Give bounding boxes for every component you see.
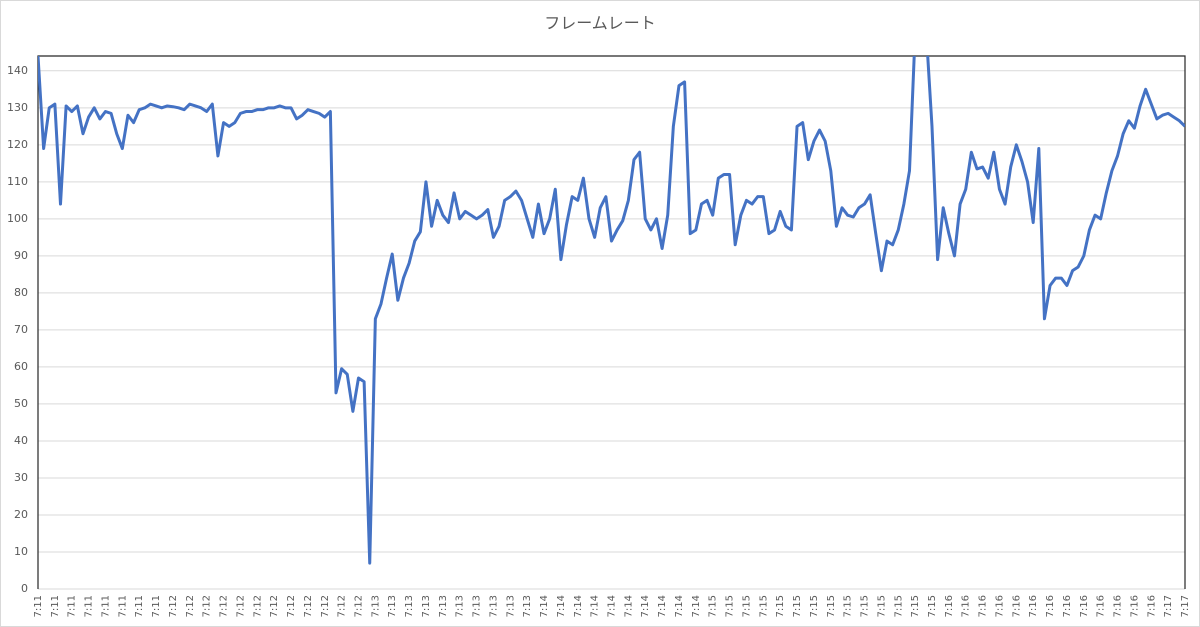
- y-tick-label: 140: [7, 64, 28, 77]
- x-tick-label: 7:13: [505, 595, 516, 617]
- x-tick-label: 7:12: [168, 595, 179, 617]
- x-tick-label: 7:12: [202, 595, 213, 617]
- x-tick-label: 7:15: [843, 595, 854, 617]
- x-tick-label: 7:11: [117, 595, 128, 617]
- y-tick-label: 60: [14, 360, 28, 373]
- plot-frame: [37, 55, 1186, 589]
- x-tick-label: 7:15: [775, 595, 786, 617]
- x-tick-label: 7:13: [404, 595, 415, 617]
- x-tick-label: 7:12: [353, 595, 364, 617]
- x-tick-label: 7:11: [151, 595, 162, 617]
- x-tick-label: 7:12: [286, 595, 297, 617]
- x-tick-label: 7:15: [860, 595, 871, 617]
- x-tick-label: 7:12: [303, 595, 314, 617]
- y-tick-label: 90: [14, 249, 28, 262]
- x-tick-label: 7:16: [1113, 595, 1124, 617]
- x-tick-label: 7:11: [33, 595, 44, 617]
- y-tick-label: 70: [14, 323, 28, 336]
- y-tick-label: 120: [7, 138, 28, 151]
- x-tick-label: 7:15: [758, 595, 769, 617]
- x-tick-label: 7:13: [438, 595, 449, 617]
- x-tick-label: 7:15: [876, 595, 887, 617]
- x-tick-label: 7:15: [708, 595, 719, 617]
- y-tick-label: 80: [14, 286, 28, 299]
- x-tick-label: 7:16: [1062, 595, 1073, 617]
- plot-area: [38, 56, 1185, 565]
- x-tick-label: 7:14: [539, 595, 550, 617]
- x-tick-label: 7:12: [269, 595, 280, 617]
- x-tick-label: 7:13: [472, 595, 483, 617]
- x-tick-label: 7:15: [792, 595, 803, 617]
- x-tick-label: 7:16: [1129, 595, 1140, 617]
- x-tick-label: 7:15: [910, 595, 921, 617]
- x-tick-label: 7:16: [1045, 595, 1056, 617]
- x-tick-label: 7:14: [607, 595, 618, 617]
- y-tick-label: 110: [7, 175, 28, 188]
- x-tick-label: 7:12: [320, 595, 331, 617]
- x-tick-label: 7:13: [488, 595, 499, 617]
- x-tick-label: 7:16: [961, 595, 972, 617]
- y-tick-label: 20: [14, 508, 28, 521]
- x-tick-label: 7:15: [741, 595, 752, 617]
- y-tick-label: 0: [21, 582, 28, 595]
- x-tick-label: 7:11: [50, 595, 61, 617]
- x-tick-label: 7:14: [657, 595, 668, 617]
- x-tick-label: 7:11: [100, 595, 111, 617]
- x-tick-label: 7:15: [809, 595, 820, 617]
- x-tick-label: 7:17: [1163, 595, 1174, 617]
- x-tick-label: 7:15: [893, 595, 904, 617]
- x-tick-label: 7:13: [421, 595, 432, 617]
- x-tick-label: 7:15: [826, 595, 837, 617]
- x-tick-label: 7:14: [640, 595, 651, 617]
- x-tick-label: 7:16: [1028, 595, 1039, 617]
- x-tick-label: 7:13: [370, 595, 381, 617]
- x-tick-label: 7:16: [1096, 595, 1107, 617]
- x-tick-label: 7:15: [927, 595, 938, 617]
- x-tick-label: 7:17: [1180, 595, 1191, 617]
- x-tick-label: 7:14: [674, 595, 685, 617]
- x-tick-label: 7:14: [623, 595, 634, 617]
- x-tick-label: 7:15: [725, 595, 736, 617]
- x-tick-label: 7:14: [556, 595, 567, 617]
- x-tick-label: 7:12: [337, 595, 348, 617]
- x-tick-label: 7:12: [219, 595, 230, 617]
- x-tick-label: 7:11: [84, 595, 95, 617]
- x-tick-label: 7:11: [67, 595, 78, 617]
- x-tick-label: 7:16: [994, 595, 1005, 617]
- x-tick-label: 7:16: [1146, 595, 1157, 617]
- x-tick-label: 7:13: [387, 595, 398, 617]
- x-tick-label: 7:13: [522, 595, 533, 617]
- x-tick-label: 7:16: [978, 595, 989, 617]
- y-tick-label: 30: [14, 471, 28, 484]
- x-tick-label: 7:12: [235, 595, 246, 617]
- y-tick-label: 50: [14, 397, 28, 410]
- x-tick-label: 7:14: [590, 595, 601, 617]
- chart-title: フレームレート: [544, 14, 656, 33]
- x-tick-label: 7:12: [185, 595, 196, 617]
- x-tick-label: 7:14: [573, 595, 584, 617]
- y-tick-label: 100: [7, 212, 28, 225]
- x-tick-label: 7:16: [944, 595, 955, 617]
- line: [38, 56, 1185, 565]
- x-tick-label: 7:11: [134, 595, 145, 617]
- x-tick-label: 7:12: [252, 595, 263, 617]
- x-tick-label: 7:16: [1079, 595, 1090, 617]
- y-tick-label: 40: [14, 434, 28, 447]
- x-tick-label: 7:13: [455, 595, 466, 617]
- x-tick-label: 7:14: [691, 595, 702, 617]
- y-tick-label: 130: [7, 101, 28, 114]
- y-tick-label: 10: [14, 545, 28, 558]
- x-tick-label: 7:16: [1011, 595, 1022, 617]
